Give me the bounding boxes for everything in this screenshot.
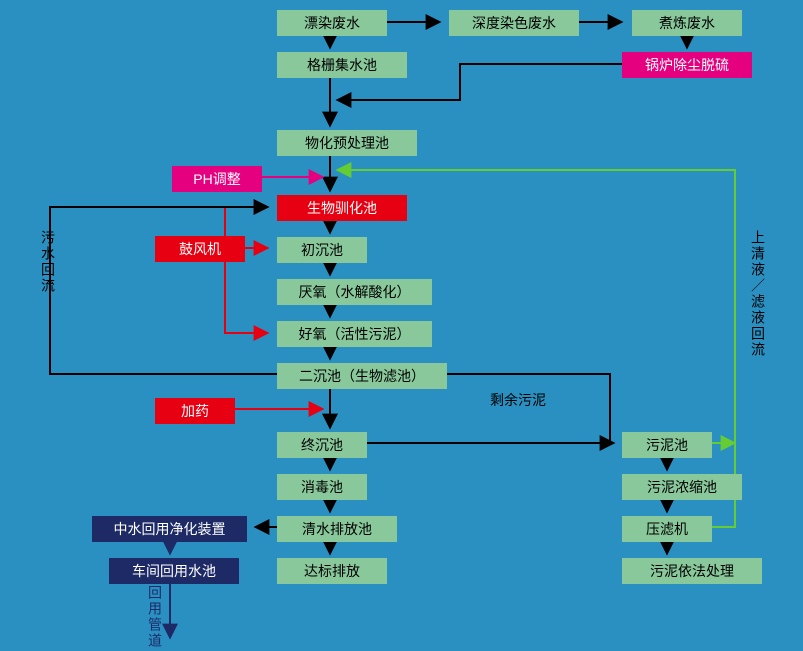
node-n13: 二沉池（生物滤池） <box>277 363 447 389</box>
node-n17: 清水排放池 <box>277 516 397 542</box>
node-n1: 漂染废水 <box>277 10 387 36</box>
node-n16: 消毒池 <box>277 474 367 500</box>
node-n20: 车间回用水池 <box>109 558 239 584</box>
node-n8: 生物驯化池 <box>277 195 407 221</box>
label-supernatant-return: 上清液／滤液回流 <box>748 230 768 358</box>
node-n7: PH调整 <box>172 166 262 192</box>
node-n12: 好氧（活性污泥） <box>277 321 432 347</box>
label-reuse-pipe: 回用管道 <box>145 585 165 649</box>
node-n14: 加药 <box>155 398 235 424</box>
node-n5: 锅炉除尘脱硫 <box>622 52 752 78</box>
label-wastewater-return: 污水回流 <box>38 230 58 294</box>
node-n4: 格栅集水池 <box>277 52 407 78</box>
node-n24: 污泥依法处理 <box>622 558 762 584</box>
flowchart-canvas: 污水回流 上清液／滤液回流 剩余污泥 回用管道 漂染废水 深度染色废水 煮炼废水格栅… <box>0 0 803 651</box>
node-n9: 鼓风机 <box>155 236 245 262</box>
node-n10: 初沉池 <box>277 237 367 263</box>
node-n11: 厌氧（水解酸化） <box>277 279 432 305</box>
edge-23 <box>50 207 277 374</box>
node-n6: 物化预处理池 <box>277 130 417 156</box>
node-n23: 压滤机 <box>622 516 712 542</box>
node-n21: 污泥池 <box>622 432 712 458</box>
label-excess-sludge: 剩余污泥 <box>490 390 546 410</box>
node-n22: 污泥浓缩池 <box>622 474 742 500</box>
node-n19: 中水回用净化装置 <box>92 516 247 542</box>
node-n2: 深度染色废水 <box>449 10 579 36</box>
node-n18: 达标排放 <box>277 558 387 584</box>
edge-17 <box>225 258 268 333</box>
node-n15: 终沉池 <box>277 432 367 458</box>
node-n3: 煮炼废水 <box>632 10 742 36</box>
